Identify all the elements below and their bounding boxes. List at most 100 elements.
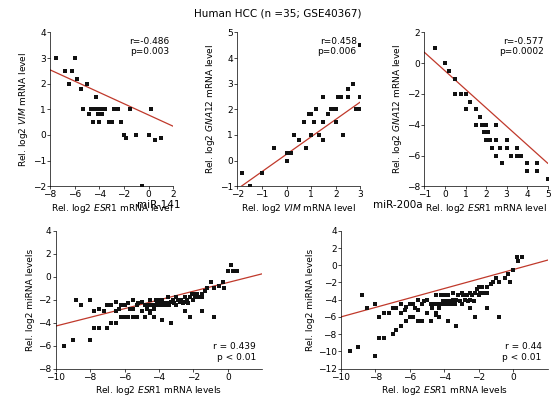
Point	[184, 300, 193, 306]
Point	[486, 137, 495, 143]
Point	[128, 306, 137, 312]
Point	[91, 93, 100, 100]
Point	[513, 145, 522, 151]
Point	[476, 290, 485, 296]
Point	[197, 291, 206, 297]
Point	[418, 318, 426, 324]
Point	[90, 106, 99, 113]
Point	[523, 168, 532, 174]
Point	[103, 325, 112, 332]
Point	[180, 308, 189, 314]
Point	[86, 337, 95, 343]
Point	[345, 348, 354, 355]
Point	[314, 132, 323, 138]
Point	[172, 294, 181, 301]
Point	[111, 299, 120, 305]
Point	[150, 137, 159, 143]
Y-axis label: Rel. log2 miRNA levels: Rel. log2 miRNA levels	[26, 249, 36, 351]
Point	[374, 313, 383, 320]
Point	[449, 298, 458, 305]
Point	[388, 305, 397, 311]
Point	[146, 296, 155, 303]
Point	[414, 307, 423, 313]
Point	[194, 294, 203, 301]
Point	[94, 306, 103, 312]
Text: miR-141: miR-141	[137, 200, 180, 209]
Point	[175, 299, 184, 305]
Point	[443, 301, 452, 307]
Point	[238, 170, 247, 177]
Point	[374, 335, 383, 342]
Point	[443, 292, 452, 298]
Point	[307, 132, 316, 138]
Point	[120, 132, 128, 138]
Point	[428, 305, 436, 311]
Text: r = 0.44
p < 0.01: r = 0.44 p < 0.01	[502, 342, 542, 362]
Point	[473, 286, 481, 292]
Point	[349, 81, 358, 87]
Point	[380, 309, 389, 316]
Point	[72, 296, 81, 303]
Point	[95, 119, 104, 126]
Point	[459, 292, 468, 298]
Point	[82, 81, 91, 87]
Point	[144, 132, 153, 138]
Point	[326, 106, 335, 113]
Text: r = 0.439
p < 0.01: r = 0.439 p < 0.01	[214, 342, 256, 362]
Point	[219, 279, 227, 286]
Point	[132, 302, 141, 309]
Point	[391, 326, 400, 333]
Point	[150, 313, 158, 320]
Point	[319, 119, 328, 126]
Point	[505, 279, 514, 286]
Point	[502, 145, 511, 151]
Point	[441, 298, 450, 305]
Point	[94, 325, 103, 332]
Point	[138, 183, 147, 190]
Point	[409, 301, 418, 307]
Point	[461, 106, 470, 113]
Point	[466, 305, 475, 311]
Point	[117, 119, 126, 126]
Point	[132, 132, 141, 138]
Point	[100, 308, 108, 314]
Text: r=0.458
p=0.006: r=0.458 p=0.006	[317, 37, 357, 56]
Point	[455, 298, 464, 305]
Point	[419, 298, 428, 305]
Point	[245, 183, 254, 190]
Point	[446, 301, 455, 307]
Point	[158, 302, 167, 309]
Point	[220, 285, 229, 292]
Point	[483, 305, 492, 311]
Point	[354, 344, 363, 350]
Point	[86, 106, 95, 113]
Point	[201, 287, 210, 294]
Point	[414, 318, 423, 324]
Point	[509, 266, 518, 273]
Point	[96, 106, 105, 113]
Point	[483, 284, 492, 290]
Point	[474, 284, 483, 290]
Point	[137, 308, 146, 314]
Point	[79, 106, 88, 113]
Point	[168, 296, 177, 303]
Point	[479, 290, 488, 296]
Point	[460, 296, 469, 303]
Point	[182, 296, 191, 303]
Point	[117, 313, 126, 320]
Point	[461, 91, 470, 97]
Point	[533, 168, 542, 174]
Point	[402, 303, 411, 310]
Point	[451, 75, 460, 82]
Y-axis label: Rel. log2 $\it{GNA12}$ mRNA level: Rel. log2 $\it{GNA12}$ mRNA level	[391, 45, 404, 174]
X-axis label: Rel. log2 $\it{ESR1}$ mRNA level: Rel. log2 $\it{ESR1}$ mRNA level	[51, 202, 172, 215]
Point	[156, 134, 165, 141]
Point	[105, 119, 113, 126]
Point	[141, 302, 150, 309]
Point	[319, 93, 328, 100]
Point	[68, 68, 77, 74]
Point	[111, 320, 120, 326]
Point	[137, 308, 146, 314]
Point	[215, 283, 224, 289]
Point	[514, 258, 523, 264]
